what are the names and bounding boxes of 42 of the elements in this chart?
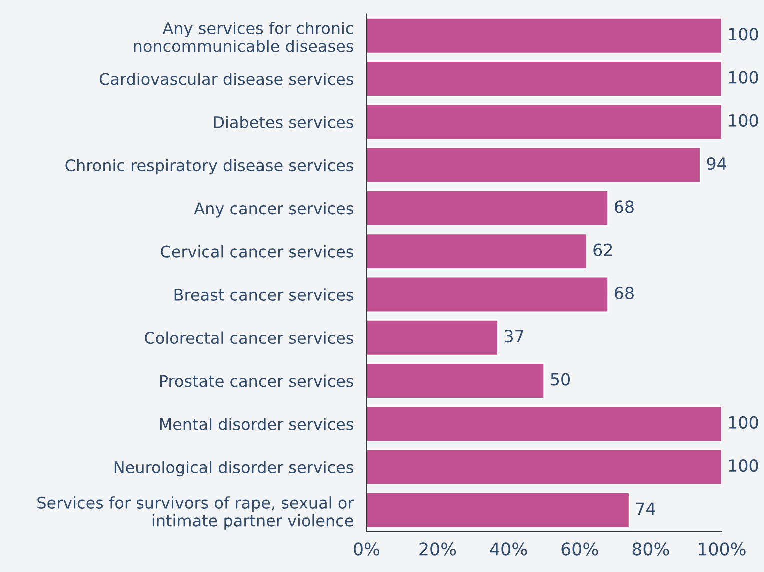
y-tick-label: Prostate cancer services: [160, 374, 354, 388]
bar: [366, 104, 722, 141]
y-tick-label: Any cancer services: [194, 202, 354, 218]
bar: [366, 319, 499, 356]
bar: [366, 233, 588, 270]
data-label: 100: [729, 459, 758, 472]
data-label: 62: [594, 244, 612, 256]
x-tick-label: 0%: [354, 542, 380, 556]
x-tick-label: 80%: [632, 542, 670, 556]
x-tick-label: 60%: [562, 542, 598, 556]
x-tick-label: 20%: [420, 542, 456, 556]
data-label: 68: [615, 200, 634, 214]
bar: [366, 17, 722, 54]
data-label: 100: [729, 28, 758, 41]
data-label: 100: [729, 114, 758, 127]
bar: [366, 492, 630, 529]
bar: [366, 146, 702, 184]
data-label: 74: [636, 502, 656, 515]
y-tick-label: Colorectal cancer services: [145, 332, 354, 344]
bar: [366, 448, 722, 486]
y-tick-label: Neurological disorder services: [114, 461, 354, 477]
data-label: 94: [707, 158, 726, 170]
y-tick-label: Services for survivors of rape, sexual or intimate partner violence: [38, 496, 354, 530]
y-tick-label: Diabetes services: [214, 116, 354, 128]
bar: [366, 362, 546, 400]
data-label: 100: [729, 71, 758, 84]
bar: [366, 406, 722, 442]
data-label: 50: [551, 373, 570, 386]
data-label: 68: [615, 286, 634, 300]
y-tick-label: Cervical cancer services: [161, 245, 354, 258]
y-tick-label: Cardiovascular disease services: [100, 72, 354, 86]
bar: [366, 60, 722, 98]
x-tick-label: 40%: [490, 542, 528, 556]
bar: [366, 276, 609, 314]
data-label: 37: [504, 330, 524, 343]
y-tick-label: Any services for chronic noncommunicable diseases: [134, 22, 354, 52]
data-label: 100: [729, 416, 758, 429]
x-tick-label: 100%: [699, 542, 746, 556]
y-tick-label: Breast cancer services: [174, 288, 354, 301]
y-tick-label: Chronic respiratory disease services: [66, 159, 354, 175]
bar: [366, 190, 609, 227]
y-tick-label: Mental disorder services: [160, 418, 354, 430]
